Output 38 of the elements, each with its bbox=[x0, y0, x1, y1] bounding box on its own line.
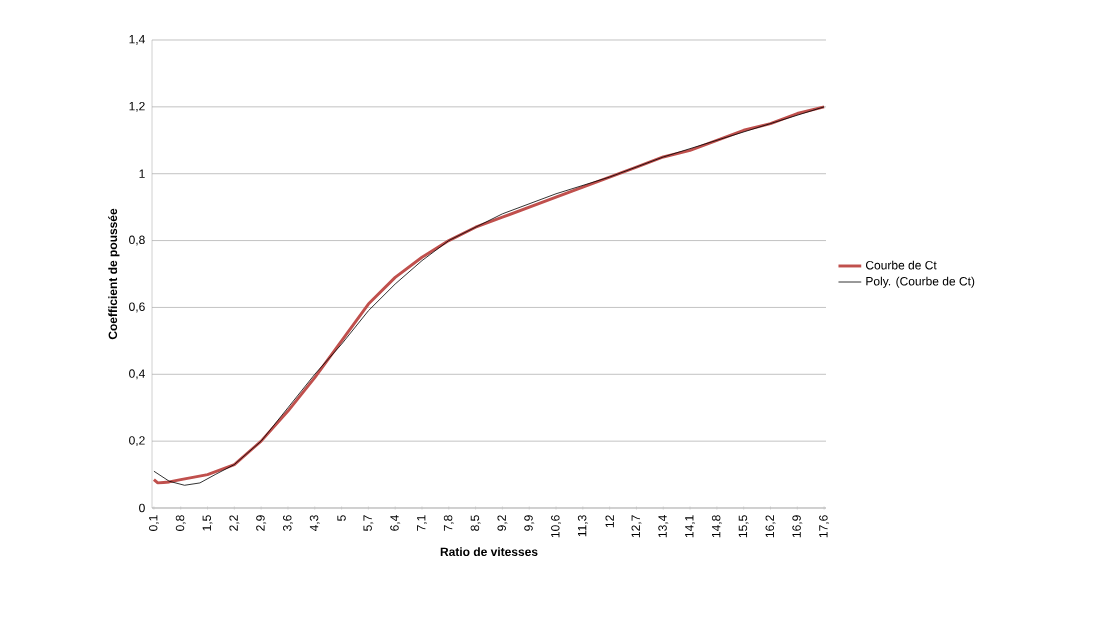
x-tick-label: 0,8 bbox=[175, 515, 186, 531]
x-tick-label: 8,5 bbox=[470, 515, 481, 531]
x-tick-label: 16,9 bbox=[792, 515, 803, 538]
x-tick-label: 12 bbox=[605, 515, 614, 528]
x-tick-label: 14,1 bbox=[685, 515, 695, 538]
x-tick-label: 7,8 bbox=[443, 515, 454, 531]
y-tick-label: 0,8 bbox=[129, 235, 145, 246]
x-tick-label: 16,2 bbox=[765, 515, 776, 538]
x-tick-label: 9,2 bbox=[497, 515, 508, 531]
legend-label: Courbe de Ct bbox=[865, 260, 937, 270]
x-tick-label: 4,3 bbox=[309, 515, 320, 532]
x-tick-label: 3,6 bbox=[282, 515, 293, 531]
x-tick-label: 1,5 bbox=[202, 515, 213, 531]
legend-label: Poly. (Courbe de Ct) bbox=[866, 276, 975, 288]
x-tick-label: 6,4 bbox=[390, 515, 401, 531]
y-tick-label: 0,2 bbox=[129, 436, 145, 447]
x-tick-label: 13,4 bbox=[658, 515, 669, 538]
x-tick-label: 2,9 bbox=[256, 515, 267, 531]
y-tick-label: 0,6 bbox=[129, 302, 145, 313]
x-tick-label: 0,1 bbox=[148, 515, 159, 531]
x-axis-title: Ratio de vitesses bbox=[440, 547, 538, 557]
x-tick-label: 5,7 bbox=[363, 515, 374, 531]
x-tick-label: 2,2 bbox=[229, 515, 240, 531]
y-tick-label: 1,4 bbox=[129, 35, 145, 45]
x-tick-label: 7,1 bbox=[417, 515, 427, 531]
x-tick-label: 10,6 bbox=[551, 515, 561, 538]
x-tick-label: 17,6 bbox=[819, 515, 830, 538]
y-axis-title: Coefficient de poussée bbox=[108, 208, 120, 340]
x-tick-label: 5 bbox=[337, 515, 346, 521]
y-tick-label: 0,4 bbox=[129, 369, 145, 380]
x-tick-label: 14,8 bbox=[711, 515, 722, 538]
y-tick-label: 1 bbox=[139, 169, 145, 178]
y-tick-label: 0 bbox=[139, 503, 145, 513]
x-tick-label: 12,7 bbox=[631, 515, 642, 538]
x-tick-label: 15,5 bbox=[738, 515, 749, 538]
x-tick-label: 9,9 bbox=[524, 515, 535, 531]
y-tick-label: 1,2 bbox=[129, 101, 145, 112]
x-tick-label: 11,3 bbox=[577, 515, 588, 537]
